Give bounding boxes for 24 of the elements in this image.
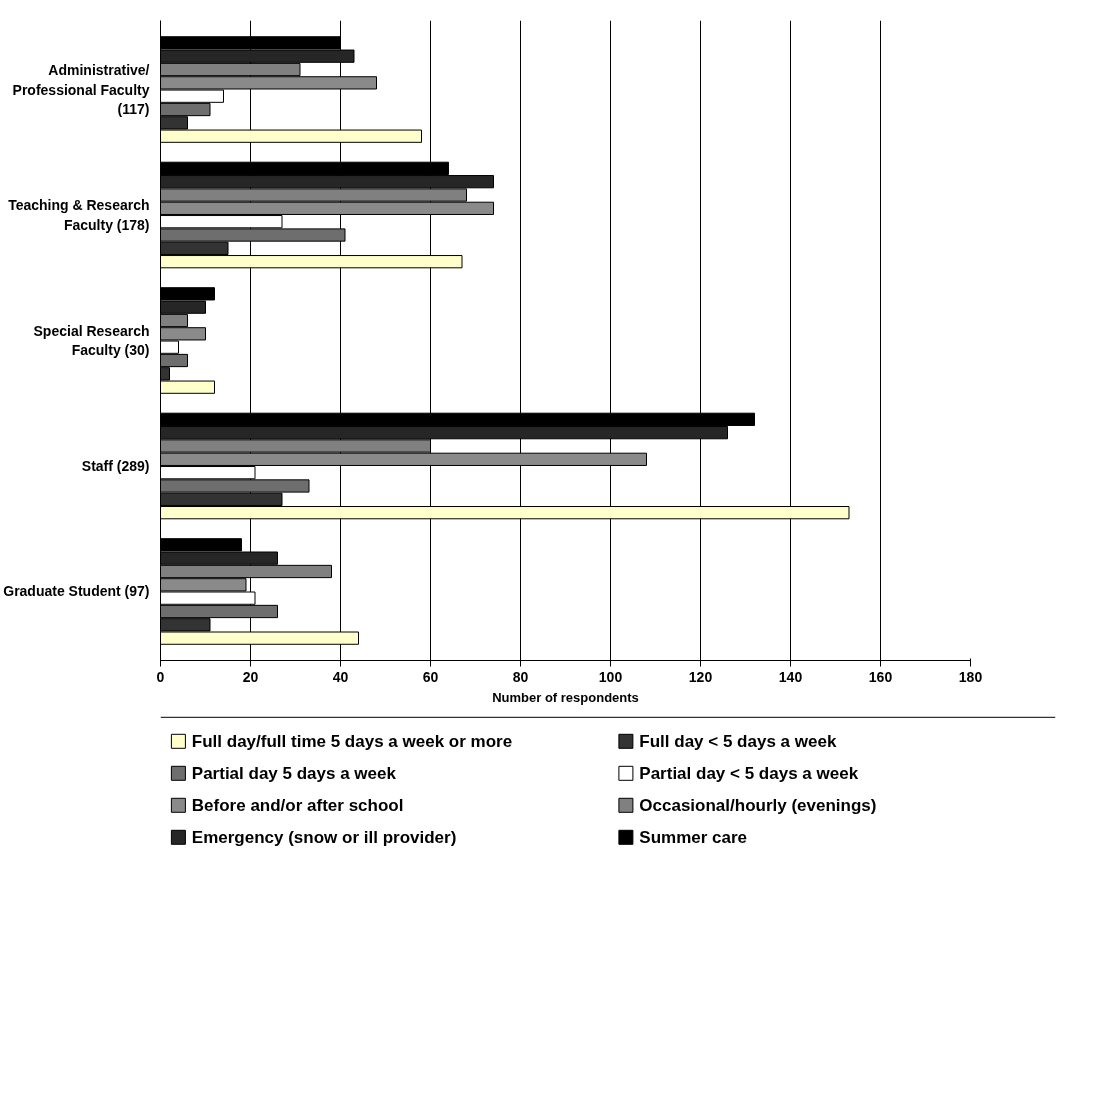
legend-label: Full day/full time 5 days a week or more	[191, 731, 513, 751]
x-tick-label: 160	[868, 668, 893, 685]
x-tick-label: 0	[156, 668, 165, 685]
legend-label: Before and/or after school	[191, 795, 404, 815]
x-axis-title: Number of respondents	[492, 689, 639, 705]
x-tick-label: 180	[958, 668, 983, 685]
y-tick-label: Graduate Student (97)	[3, 583, 150, 600]
legend-label: Occasional/hourly (evenings)	[639, 795, 877, 815]
y-tick-label: Teaching & Research Faculty (178)	[8, 197, 150, 233]
x-tick-label: 80	[512, 668, 529, 685]
x-tick-label: 60	[422, 668, 439, 685]
x-tick-label: 20	[242, 668, 259, 685]
x-tick-label: 140	[778, 668, 803, 685]
legend-label: Emergency (snow or ill provider)	[191, 827, 457, 847]
x-tick-label: 100	[598, 668, 623, 685]
x-tick-label: 40	[332, 668, 349, 685]
x-tick-label: 120	[688, 668, 713, 685]
y-tick-label: Staff (289)	[81, 457, 150, 474]
y-tick-label: Administrative/ Professional Faculty (117)	[12, 62, 150, 117]
legend-label: Partial day < 5 days a week	[639, 763, 859, 783]
legend-label: Partial day 5 days a week	[191, 763, 397, 783]
y-tick-label: Special Research Faculty (30)	[33, 322, 150, 359]
legend-label: Summer care	[639, 827, 748, 847]
legend-label: Full day < 5 days a week	[639, 731, 837, 751]
